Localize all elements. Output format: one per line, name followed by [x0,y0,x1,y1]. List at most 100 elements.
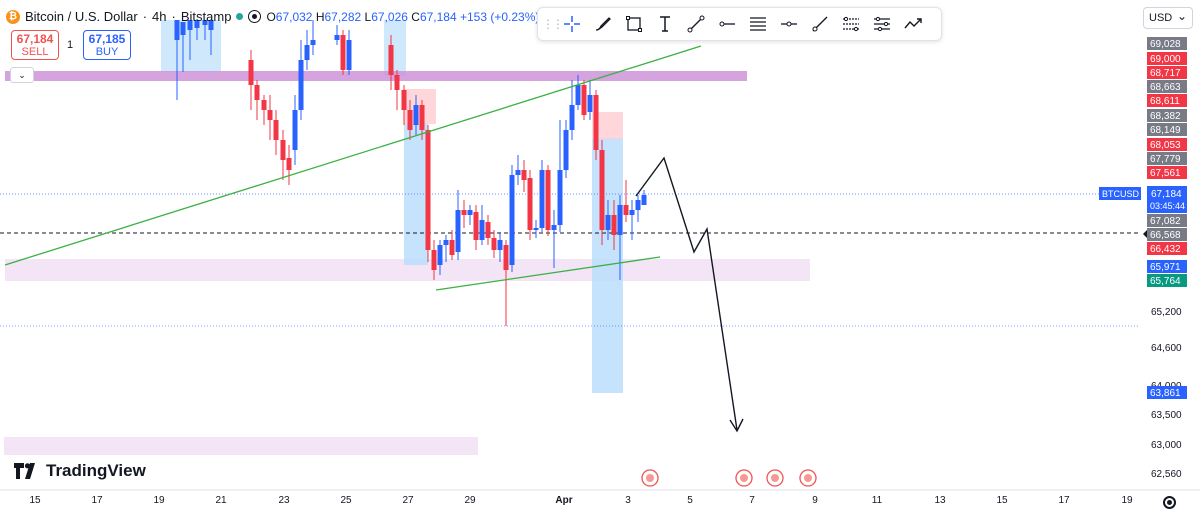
us-flag-event-icon-dot [646,474,654,482]
resistance-zone [5,71,747,81]
candle-body [467,210,473,215]
candle-body [479,220,485,240]
fib-retracement-icon[interactable] [742,10,773,38]
price-axis-label: 68,382 [1150,111,1181,122]
drag-handle-icon[interactable]: ⋮⋮ [542,17,564,31]
eye-icon[interactable] [248,10,262,23]
candle-body [254,85,260,100]
candle-body [629,210,635,215]
candle-body [407,110,413,130]
candle-body [587,95,593,112]
low-label: L [364,9,372,24]
separator-dot: · [142,9,148,24]
price-label-bg [1147,109,1187,122]
symbol-name[interactable]: Bitcoin / U.S. Dollar [25,9,138,24]
settings-gear-icon[interactable] [1163,496,1176,509]
candle-body [437,245,443,265]
price-axis-label: 69,000 [1150,54,1181,65]
price-axis-label: 66,568 [1150,230,1181,241]
projection-path [635,156,738,431]
spread-value: 1 [67,39,74,51]
regression-trend-icon[interactable] [866,10,897,38]
ray-icon[interactable] [804,10,835,38]
candle-body [334,35,340,40]
candle-body [623,205,629,215]
horizontal-line-icon[interactable] [773,10,804,38]
time-tick-label: 19 [153,495,165,506]
candle-body [557,170,563,225]
interval[interactable]: 4h [152,9,167,24]
bitcoin-icon: ₿ [6,9,20,24]
price-axis-label: 65,971 [1150,262,1181,273]
candle-body [521,170,527,180]
target-zone [4,437,478,455]
candle-body [174,20,180,40]
time-tick-label: 13 [934,495,946,506]
candle-body [261,100,267,110]
time-tick-label: 23 [278,495,290,506]
currency-select[interactable]: USD [1143,6,1193,29]
candle-body [187,20,193,30]
candle-body [273,120,279,140]
candle-body [533,228,539,230]
price-label-bg [1147,66,1187,79]
price-label-bg [1147,260,1187,273]
brush-icon[interactable] [587,10,618,38]
market-open-icon [236,13,244,20]
price-label-bg [1147,166,1187,179]
price-tick-label: 64,600 [1151,343,1182,354]
price-label-bg [1147,214,1187,227]
time-tick-label: 17 [1058,495,1070,506]
tradingview-logo-icon [14,463,35,479]
buy-price: 67,185 [88,32,126,46]
path-icon[interactable] [897,10,928,38]
countdown: 03:45:44 [1150,201,1185,211]
projection-arrowhead [729,418,744,433]
candle-body [346,40,352,70]
candle-body [208,20,214,30]
high-value: 67,282 [324,9,362,24]
candle-body [551,225,557,230]
price-axis-label: 68,663 [1150,82,1181,93]
exchange: Bitstamp [180,9,232,24]
candle-body [641,195,647,205]
low-value: 67,026 [371,9,408,24]
candle-body [413,105,419,125]
candle-body [539,170,545,228]
candle-body [340,35,346,70]
us-flag-event-icon-dot [771,474,779,482]
trend-line-icon[interactable] [680,10,711,38]
price-tick-label: 63,000 [1151,440,1182,451]
collapse-legend-button[interactable]: ⌄ [10,67,34,83]
close-label: C [411,9,420,24]
position-box-blue [404,123,428,265]
us-flag-event-icon-dot [804,474,812,482]
sell-button[interactable]: 67,184 SELL [11,30,59,60]
rectangle-icon[interactable] [618,10,649,38]
close-value: 67,184 [419,9,457,24]
buy-button[interactable]: 67,185 BUY [83,30,131,60]
buy-label: BUY [95,46,119,58]
candle-body [202,20,208,25]
time-tick-label: 7 [749,495,755,506]
time-tick-label: 21 [215,495,227,506]
time-tick-label: 5 [687,495,693,506]
tradingview-logo[interactable]: TradingView [14,461,146,481]
text-icon[interactable] [649,10,680,38]
horizontal-ray-icon[interactable] [711,10,742,38]
crosshair-icon[interactable] [556,10,587,38]
time-tick-label: 11 [872,495,883,506]
price-axis-label: 68,611 [1150,96,1180,107]
candle-body [569,105,575,130]
parallel-channel-icon[interactable] [835,10,866,38]
price-axis-label: 67,779 [1150,154,1181,165]
candle-body [194,20,200,28]
price-axis-label: 69,028 [1150,39,1181,50]
price-tick-label: 63,500 [1151,410,1182,421]
symbol-tag-bg [1099,187,1141,200]
logo-text: TradingView [46,461,146,480]
price-axis-label: 67,082 [1150,216,1181,227]
price-label-bg [1147,152,1187,165]
